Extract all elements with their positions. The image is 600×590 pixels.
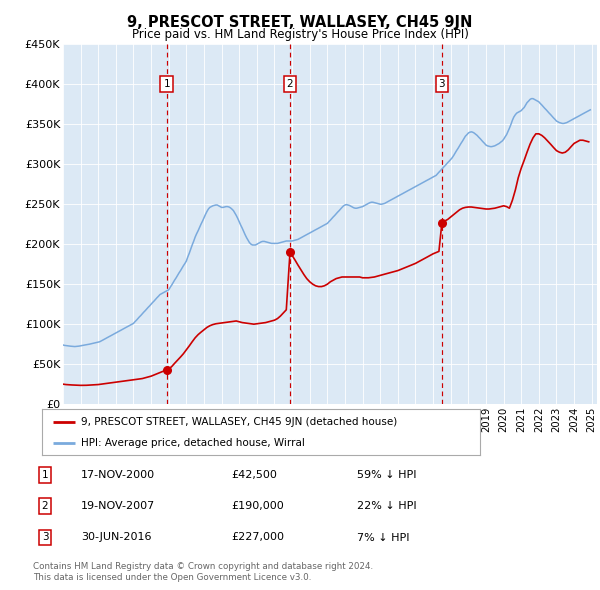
Text: £227,000: £227,000 xyxy=(231,533,284,542)
Text: 17-NOV-2000: 17-NOV-2000 xyxy=(81,470,155,480)
Text: 9, PRESCOT STREET, WALLASEY, CH45 9JN: 9, PRESCOT STREET, WALLASEY, CH45 9JN xyxy=(127,15,473,30)
Text: 2: 2 xyxy=(287,79,293,89)
Text: 9, PRESCOT STREET, WALLASEY, CH45 9JN (detached house): 9, PRESCOT STREET, WALLASEY, CH45 9JN (d… xyxy=(82,417,398,427)
Text: HPI: Average price, detached house, Wirral: HPI: Average price, detached house, Wirr… xyxy=(82,438,305,448)
Text: 19-NOV-2007: 19-NOV-2007 xyxy=(81,502,155,511)
Text: 30-JUN-2016: 30-JUN-2016 xyxy=(81,533,151,542)
Text: 7% ↓ HPI: 7% ↓ HPI xyxy=(357,533,409,542)
Text: 1: 1 xyxy=(163,79,170,89)
Text: Contains HM Land Registry data © Crown copyright and database right 2024.
This d: Contains HM Land Registry data © Crown c… xyxy=(33,562,373,582)
Text: 59% ↓ HPI: 59% ↓ HPI xyxy=(357,470,416,480)
Text: £190,000: £190,000 xyxy=(231,502,284,511)
Text: Price paid vs. HM Land Registry's House Price Index (HPI): Price paid vs. HM Land Registry's House … xyxy=(131,28,469,41)
Text: 3: 3 xyxy=(41,533,49,542)
Text: 3: 3 xyxy=(439,79,445,89)
Text: 2: 2 xyxy=(41,502,49,511)
Text: £42,500: £42,500 xyxy=(231,470,277,480)
Text: 22% ↓ HPI: 22% ↓ HPI xyxy=(357,502,416,511)
Text: 1: 1 xyxy=(41,470,49,480)
